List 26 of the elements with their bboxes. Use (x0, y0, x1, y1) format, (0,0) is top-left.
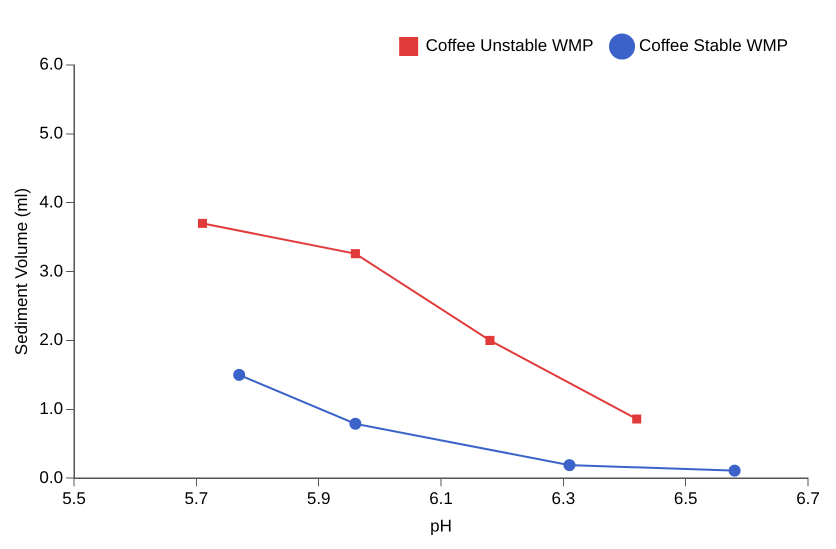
point (350, 249, 360, 258)
y-tick-label: 1.0 (39, 399, 64, 418)
point (233, 368, 246, 381)
point (728, 464, 741, 477)
y-tick-label: 4.0 (39, 192, 64, 212)
x-tick-label: 5.5 (62, 489, 86, 508)
y-tick-label: 5.0 (39, 124, 64, 143)
x-tick-label: 6.5 (674, 489, 698, 508)
point (632, 414, 642, 424)
x-tick-label: 6.3 (552, 489, 576, 508)
x-tick-label: 6.7 (796, 489, 820, 508)
point (198, 218, 208, 228)
point (349, 418, 362, 430)
y-tick-label: 0.0 (39, 468, 64, 487)
legend-label: Coffee Unstable WMP (426, 36, 594, 56)
y-axis-title: Sediment Volume (ml) (12, 188, 31, 356)
point (485, 336, 494, 345)
y-tick-label: 6.0 (39, 54, 64, 74)
x-axis-title: pH (430, 516, 452, 536)
x-tick-label: 5.7 (184, 489, 208, 508)
x-tick-label: 5.9 (306, 489, 331, 508)
x-tick-label: 6.1 (429, 489, 453, 508)
y-tick-label: 2.0 (39, 330, 64, 350)
legend-label: Coffee Stable WMP (639, 36, 788, 56)
y-tick-label: 3.0 (39, 261, 64, 280)
point (563, 459, 576, 472)
